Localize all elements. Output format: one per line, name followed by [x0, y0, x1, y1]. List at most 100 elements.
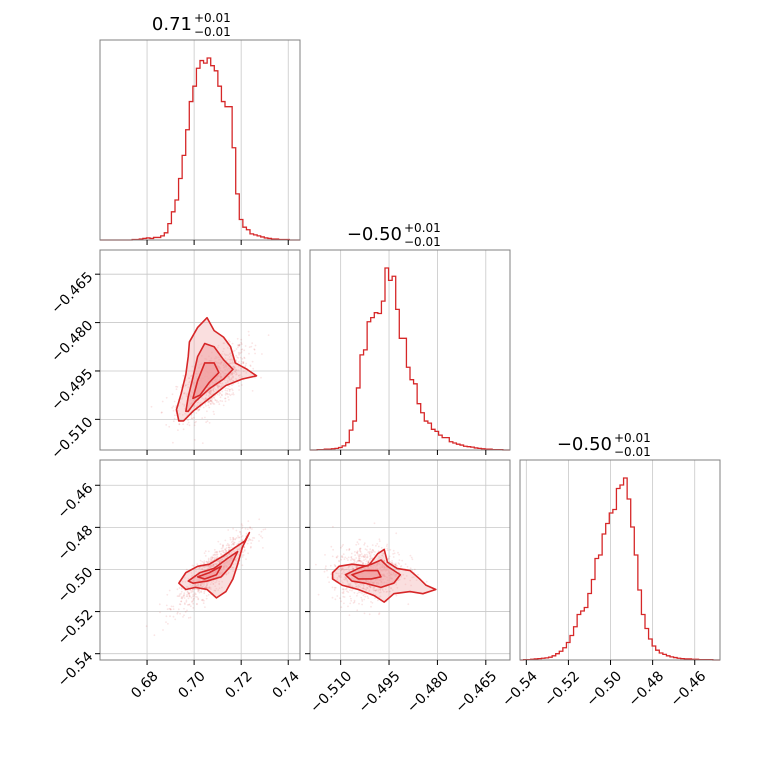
sample-point	[376, 543, 379, 545]
sample-point	[351, 585, 354, 588]
sample-point	[340, 567, 343, 569]
sample-point	[216, 551, 219, 553]
sample-point	[165, 621, 167, 623]
sample-point	[230, 358, 233, 361]
sample-point	[242, 361, 245, 364]
sample-point	[404, 577, 406, 580]
sample-point	[223, 353, 226, 355]
sample-point	[222, 551, 225, 554]
sample-point	[204, 398, 207, 400]
sample-point	[223, 347, 225, 350]
sample-point	[197, 585, 200, 587]
sample-point	[196, 603, 198, 606]
sample-point	[223, 342, 226, 345]
sample-point	[374, 589, 377, 592]
sample-point	[343, 576, 346, 579]
histogram-panel-0	[99, 39, 301, 245]
sample-point	[229, 536, 232, 539]
sample-point	[208, 561, 211, 563]
sample-point	[192, 595, 194, 598]
sample-point	[180, 597, 183, 600]
sample-point	[368, 613, 371, 616]
sample-point	[172, 409, 175, 412]
sample-point	[208, 390, 211, 393]
sample-point	[188, 603, 191, 606]
sample-point	[213, 396, 215, 398]
sample-point	[211, 564, 214, 567]
sample-point	[357, 584, 360, 586]
sample-point	[145, 625, 148, 628]
y-tick-label: −0.495	[48, 366, 96, 414]
parameter-title-0: 0.71 +0.01−0.01	[152, 11, 231, 39]
sample-point	[231, 373, 234, 376]
sample-point	[358, 559, 360, 562]
sample-point	[364, 554, 366, 557]
sample-point	[371, 602, 374, 604]
sample-point	[231, 375, 234, 378]
sample-point	[395, 562, 397, 565]
sample-point	[186, 609, 188, 612]
sample-point	[409, 554, 412, 557]
sample-point	[206, 410, 208, 413]
sample-point	[230, 354, 233, 357]
sample-point	[206, 561, 209, 564]
sample-point	[180, 386, 183, 388]
sample-point	[207, 391, 210, 393]
sample-point	[394, 563, 397, 566]
sample-point	[267, 334, 270, 336]
sample-point	[172, 608, 175, 610]
sample-point	[381, 558, 383, 560]
sample-point	[398, 559, 401, 561]
sample-point	[224, 549, 227, 552]
sample-point	[340, 558, 343, 561]
sample-point	[249, 364, 252, 367]
sample-point	[192, 602, 195, 605]
histogram-step-line	[310, 267, 510, 451]
sample-point	[346, 580, 349, 582]
sample-point	[199, 584, 202, 587]
sample-point	[214, 590, 217, 592]
sample-point	[242, 361, 245, 363]
sample-point	[205, 586, 208, 589]
sample-point	[371, 544, 374, 546]
sample-point	[186, 593, 189, 596]
sample-point	[353, 601, 356, 603]
sample-point	[208, 564, 210, 567]
sample-point	[367, 561, 370, 563]
sample-point	[332, 548, 334, 551]
sample-point	[166, 608, 169, 611]
sample-point	[194, 583, 197, 586]
sample-point	[400, 575, 402, 578]
sample-point	[203, 583, 206, 586]
sample-point	[345, 577, 347, 580]
sample-point	[187, 377, 190, 379]
sample-point	[381, 554, 383, 557]
sample-point	[236, 356, 239, 359]
sample-point	[394, 564, 397, 566]
sample-point	[246, 542, 249, 545]
sample-point	[245, 558, 247, 561]
sample-point	[366, 595, 369, 598]
sample-point	[224, 539, 227, 542]
sample-point	[392, 556, 395, 558]
sample-point	[378, 591, 381, 594]
sample-point	[232, 527, 235, 530]
sample-point	[356, 565, 359, 568]
sample-point	[198, 589, 201, 591]
sample-point	[251, 342, 254, 344]
sample-point	[350, 585, 352, 587]
sample-point	[234, 550, 236, 553]
sample-point	[201, 585, 204, 588]
sample-point	[358, 559, 361, 562]
sample-point	[227, 377, 230, 380]
sample-point	[244, 345, 247, 347]
sample-point	[190, 417, 193, 420]
title-upper-error: +0.01	[194, 11, 231, 25]
sample-point	[184, 603, 186, 606]
sample-point	[210, 559, 212, 562]
sample-point	[358, 557, 360, 560]
sample-point	[186, 590, 189, 592]
sample-point	[379, 556, 382, 559]
sample-point	[217, 560, 220, 562]
sample-point	[183, 392, 186, 395]
